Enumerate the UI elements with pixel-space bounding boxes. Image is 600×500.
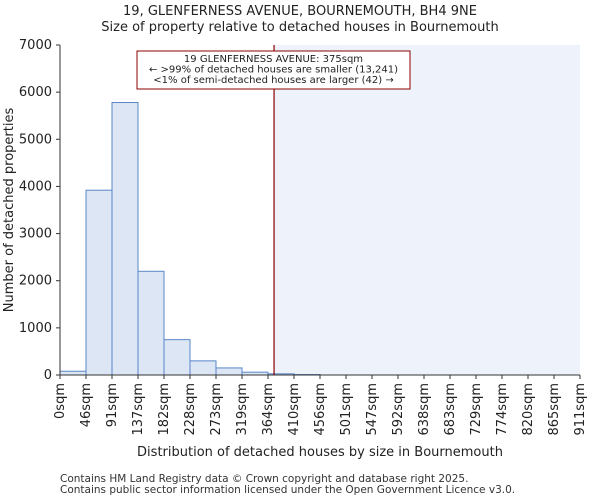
histogram-bar (111, 102, 139, 376)
histogram-bar (215, 367, 243, 376)
annotation-line-1: 19 GLENFERNESS AVENUE: 375sqm (184, 54, 363, 65)
y-axis-title: Number of detached properties (2, 108, 17, 313)
annotation-box (136, 50, 411, 90)
x-tick-label: 456sqm (313, 383, 328, 436)
x-tick-label: 638sqm (417, 383, 432, 436)
x-tick-label: 774sqm (495, 383, 510, 436)
x-tick-label: 46sqm (79, 383, 94, 427)
x-tick-label: 410sqm (287, 383, 302, 436)
x-tick-label: 228sqm (183, 383, 198, 436)
histogram-bar (85, 189, 113, 376)
x-tick-label: 91sqm (105, 383, 120, 427)
histogram-bar (59, 370, 87, 376)
x-tick-label: 273sqm (209, 383, 224, 436)
y-tick-label: 5000 (19, 132, 52, 147)
histogram-chart: 0 1000 2000 3000 4000 5000 6000 7000 0sqm 46sqm 91… (2, 38, 588, 460)
x-tick-label: 319sqm (235, 383, 250, 436)
footer-copyright: Contains HM Land Registry data © Crown c… (60, 473, 469, 485)
y-tick-label: 0 (44, 368, 52, 383)
x-tick-label: 547sqm (365, 383, 380, 436)
y-tick-label: 6000 (19, 85, 52, 100)
larger-region-shade (274, 45, 580, 375)
annotation-line-2: ← >99% of detached houses are smaller (1… (149, 65, 398, 76)
x-tick-label: 592sqm (391, 383, 406, 436)
x-axis-title: Distribution of detached houses by size … (137, 445, 503, 460)
histogram-bar (163, 339, 191, 376)
y-tick-label: 7000 (19, 38, 52, 53)
y-tick-label: 4000 (19, 179, 52, 194)
chart-title-address: 19, GLENFERNESS AVENUE, BOURNEMOUTH, BH4… (123, 4, 477, 19)
x-tick-label: 911sqm (573, 383, 588, 436)
histogram-bar (137, 270, 165, 376)
footer-licence: Contains public sector information licen… (60, 484, 516, 496)
chart-subtitle: Size of property relative to detached ho… (101, 20, 499, 35)
histogram-bar (189, 360, 217, 376)
x-tick-label: 729sqm (469, 383, 484, 436)
x-tick-label: 501sqm (339, 383, 354, 436)
y-tick-label: 2000 (19, 274, 52, 289)
x-tick-label: 137sqm (131, 383, 146, 436)
x-tick-label: 364sqm (261, 383, 276, 436)
x-tick-label: 182sqm (157, 383, 172, 436)
y-tick-label: 3000 (19, 227, 52, 242)
x-tick-label: 683sqm (443, 383, 458, 436)
y-tick-label: 1000 (19, 321, 52, 336)
x-tick-label: 865sqm (547, 383, 562, 436)
x-tick-label: 0sqm (53, 383, 68, 419)
x-tick-label: 820sqm (521, 383, 536, 436)
annotation-line-3: <1% of semi-detached houses are larger (… (153, 75, 393, 86)
